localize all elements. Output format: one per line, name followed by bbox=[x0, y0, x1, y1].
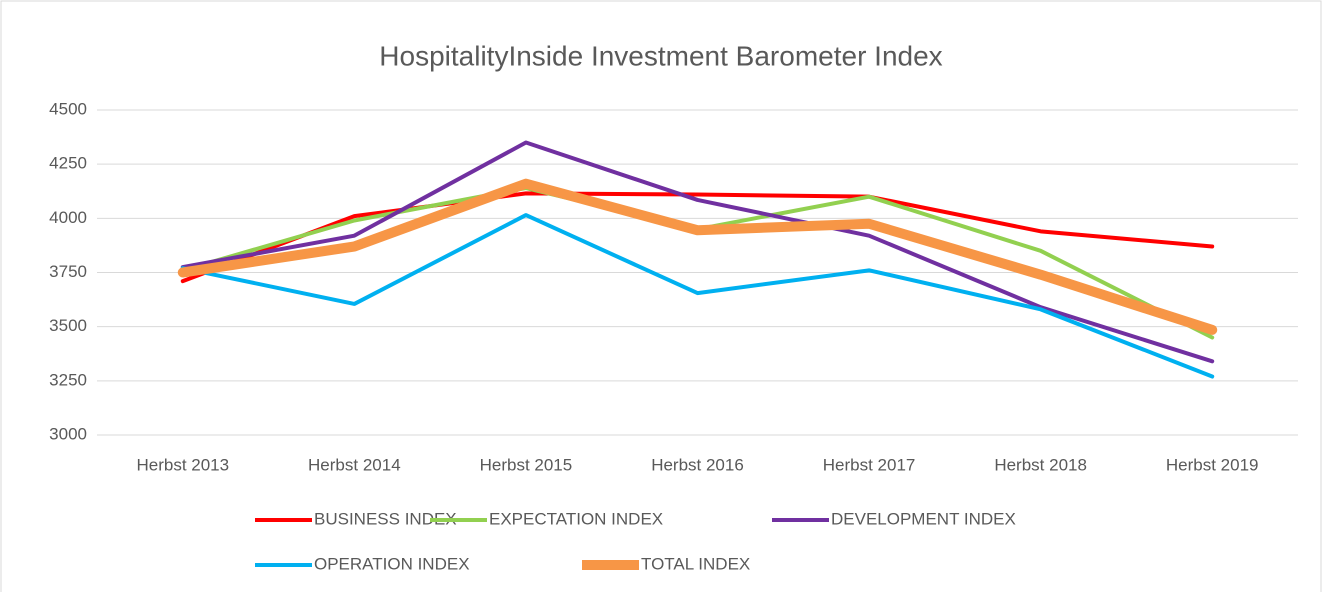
x-tick-label: Herbst 2014 bbox=[308, 455, 401, 474]
legend-label: DEVELOPMENT INDEX bbox=[831, 509, 1016, 528]
series-line bbox=[180, 140, 1215, 364]
x-tick-label: Herbst 2013 bbox=[136, 455, 229, 474]
x-tick-label: Herbst 2017 bbox=[823, 455, 916, 474]
series-line bbox=[180, 213, 1215, 379]
chart-title: HospitalityInside Investment Barometer I… bbox=[379, 40, 942, 71]
y-tick-label: 3500 bbox=[49, 316, 87, 335]
y-tick-label: 4000 bbox=[49, 208, 87, 227]
series-line bbox=[180, 191, 1215, 284]
y-tick-label: 3750 bbox=[49, 262, 87, 281]
x-tick-label: Herbst 2019 bbox=[1166, 455, 1259, 474]
legend-label: OPERATION INDEX bbox=[314, 554, 470, 573]
x-tick-label: Herbst 2018 bbox=[994, 455, 1087, 474]
x-tick-label: Herbst 2016 bbox=[651, 455, 744, 474]
x-tick-label: Herbst 2015 bbox=[480, 455, 573, 474]
y-tick-label: 3000 bbox=[49, 424, 87, 443]
legend-label: TOTAL INDEX bbox=[641, 554, 750, 573]
y-tick-label: 3250 bbox=[49, 370, 87, 389]
y-tick-label: 4250 bbox=[49, 154, 87, 173]
legend-label: EXPECTATION INDEX bbox=[489, 509, 663, 528]
legend-label: BUSINESS INDEX bbox=[314, 509, 457, 528]
series-line bbox=[177, 178, 1218, 335]
y-tick-label: 4500 bbox=[49, 99, 87, 118]
